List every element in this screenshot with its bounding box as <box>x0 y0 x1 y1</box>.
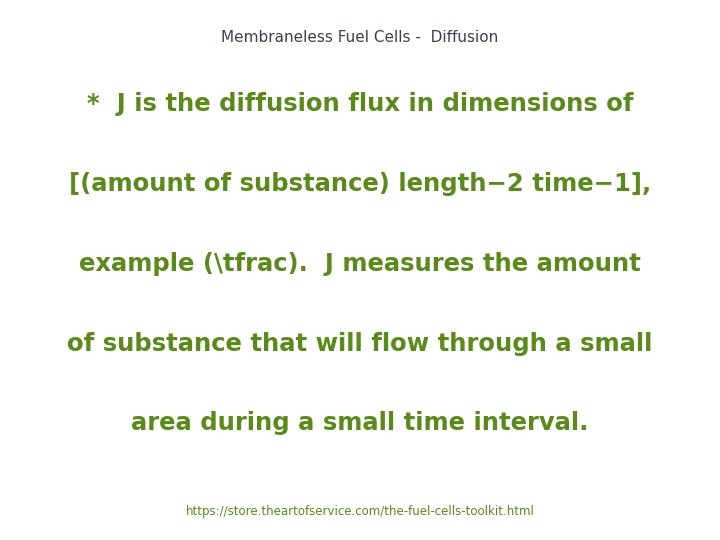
Text: *  J is the diffusion flux in dimensions of: * J is the diffusion flux in dimensions … <box>86 92 634 116</box>
Text: area during a small time interval.: area during a small time interval. <box>131 411 589 435</box>
Text: of substance that will flow through a small: of substance that will flow through a sm… <box>67 332 653 355</box>
Text: https://store.theartofservice.com/the-fuel-cells-toolkit.html: https://store.theartofservice.com/the-fu… <box>186 505 534 518</box>
Text: Membraneless Fuel Cells -  Diffusion: Membraneless Fuel Cells - Diffusion <box>221 30 499 45</box>
Text: [(amount of substance) length−2 time−1],: [(amount of substance) length−2 time−1], <box>69 172 651 195</box>
Text: example (\tfrac).  J measures the amount: example (\tfrac). J measures the amount <box>79 252 641 275</box>
